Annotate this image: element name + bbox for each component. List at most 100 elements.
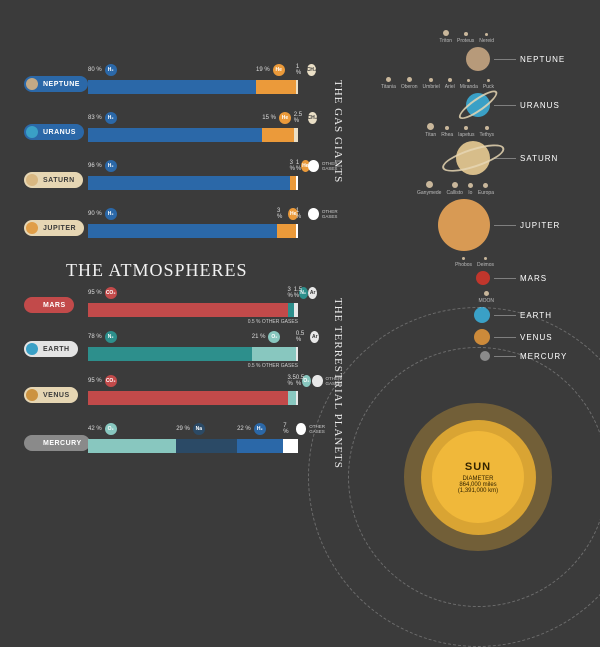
- planet-name: MARS: [43, 302, 66, 309]
- gas-pct: 1.5 %: [294, 287, 305, 299]
- gas-pct: 15 %: [262, 115, 276, 121]
- gas-annotation: 42 %O₂: [88, 423, 117, 435]
- stacked-bar: [88, 347, 298, 361]
- moons-row: TritonProteusNereid: [360, 30, 494, 44]
- moon: MOON: [478, 291, 494, 304]
- planet-line: URANUS: [360, 93, 580, 117]
- planet-mini-icon: [26, 174, 38, 186]
- planet-pill: MARS: [24, 297, 74, 313]
- gas-dot-icon: [296, 423, 307, 435]
- gas-dot-icon: H₂: [105, 64, 117, 76]
- bar-segment: [88, 176, 290, 190]
- atmo-row: MERCURY42 %O₂29 %Na22 %H₂7 %OTHER GASES: [24, 423, 334, 465]
- planet-label: JUPITER: [520, 221, 580, 230]
- gas-annotation: 83 %H₂: [88, 112, 117, 124]
- moon: Puck: [483, 79, 494, 90]
- planet-name: EARTH: [43, 346, 70, 353]
- gas-pct: 19 %: [256, 67, 270, 73]
- planet-pill: EARTH: [24, 341, 78, 357]
- atmo-row: MARS95 %CO₂3 %N₂1.5 %Ar0.5 % OTHER GASES: [24, 287, 334, 325]
- moon: Miranda: [460, 79, 478, 90]
- planet-pill: NEPTUNE: [24, 76, 88, 92]
- bar-segment: [277, 224, 296, 238]
- moon: Ganymede: [417, 181, 441, 196]
- gas-pct: 1 %: [296, 64, 304, 76]
- planet-line: NEPTUNE: [360, 47, 580, 71]
- gas-annotation: 95 %CO₂: [88, 287, 117, 299]
- gas-pct: 1 %: [296, 160, 305, 172]
- gas-dot-icon: [308, 160, 319, 172]
- moon-label: Rhea: [441, 132, 453, 138]
- moon-label: Ariel: [445, 84, 455, 90]
- gas-dot-icon: CH₄: [308, 112, 318, 124]
- gas-annotation: 3 %He: [277, 208, 298, 220]
- planet-mini-icon: [26, 126, 38, 138]
- connector-line: [494, 158, 516, 159]
- gas-dot-icon: Ar: [310, 331, 319, 343]
- moon-icon: [484, 291, 489, 296]
- connector-line: [494, 105, 516, 106]
- atmo-row: SATURN96 %H₂3 %He1 %OTHER GASES: [24, 160, 334, 202]
- moon-label: Titan: [425, 132, 436, 138]
- gas-annotation: 22 %H₂: [237, 423, 266, 435]
- gas-annotation: 90 %H₂: [88, 208, 117, 220]
- moon-label: Europa: [478, 190, 494, 196]
- moon-icon: [448, 78, 452, 82]
- gas-pct: 78 %: [88, 334, 102, 340]
- gas-annotation: 96 %H₂: [88, 160, 117, 172]
- bar-segment: [176, 439, 237, 453]
- gas-annotation: 29 %Na: [176, 423, 205, 435]
- atmospheres-panel: THE GAS GIANTS NEPTUNE80 %H₂19 %He1 %CH₄…: [24, 64, 334, 471]
- moon-icon: [464, 126, 468, 130]
- planet-mini-icon: [26, 78, 38, 90]
- moon: Titania: [381, 77, 396, 90]
- gas-dot-icon: N₂: [105, 331, 117, 343]
- gas-dot-icon: [308, 208, 319, 220]
- planet-mini-icon: [26, 389, 38, 401]
- moon-icon: [462, 257, 465, 260]
- moon-label: Deimos: [477, 262, 494, 268]
- gas-annotation: 15 %He: [262, 112, 291, 124]
- planet-icon: [466, 47, 490, 71]
- moon: Tethys: [480, 126, 494, 138]
- gas-pct: 90 %: [88, 211, 102, 217]
- solar-system-panel: TritonProteusNereidNEPTUNETitaniaOberonU…: [360, 28, 580, 567]
- planet-icon: [438, 199, 490, 251]
- moon-icon: [426, 181, 433, 188]
- moon-label: Proteus: [457, 38, 474, 44]
- moon: Rhea: [441, 126, 453, 138]
- moon-label: Tethys: [480, 132, 494, 138]
- atmo-row: VENUS95 %CO₂3.5 %O₂0.5 %OTHER GASES: [24, 375, 334, 417]
- moon-icon: [386, 77, 391, 82]
- gas-extra: OTHER GASES: [322, 161, 343, 171]
- planet-mini-icon: [26, 299, 38, 311]
- moons-row: PhobosDeimos: [360, 257, 494, 268]
- moon: Triton: [439, 30, 452, 44]
- moon-icon: [483, 183, 488, 188]
- bar-segment: [294, 128, 298, 142]
- moon-label: Puck: [483, 84, 494, 90]
- bar-segment: [88, 391, 288, 405]
- moon-label: MOON: [478, 298, 494, 304]
- moon-label: Io: [468, 190, 472, 196]
- trailing-note: 0.5 % OTHER GASES: [88, 363, 298, 369]
- gas-dot-icon: H₂: [105, 112, 117, 124]
- gas-pct: 1 %: [296, 208, 305, 220]
- gas-annotation: 1.5 %Ar: [294, 287, 317, 299]
- planet-label: MARS: [520, 274, 580, 283]
- trailing-note: 0.5 % OTHER GASES: [88, 319, 298, 325]
- stacked-bar: [88, 128, 298, 142]
- moon: Callisto: [446, 182, 462, 196]
- gas-pct: 42 %: [88, 426, 102, 432]
- moon-label: Miranda: [460, 84, 478, 90]
- atmo-row: NEPTUNE80 %H₂19 %He1 %CH₄: [24, 64, 334, 106]
- gas-dot-icon: H₂: [105, 160, 117, 172]
- moons-row: Ganymede Callisto Io Europa: [360, 181, 494, 196]
- gas-dot-icon: He: [279, 112, 291, 124]
- connector-line: [494, 225, 516, 226]
- bar-segment: [288, 391, 296, 405]
- moons-row: TitaniaOberonUmbrielArielMirandaPuck: [360, 77, 494, 90]
- gas-dot-icon: Na: [193, 423, 205, 435]
- connector-line: [494, 278, 516, 279]
- stacked-bar: [88, 80, 298, 94]
